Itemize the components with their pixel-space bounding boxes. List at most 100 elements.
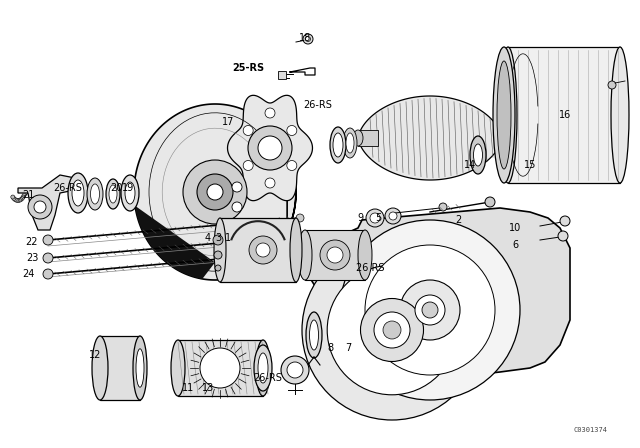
Circle shape — [20, 197, 24, 201]
Circle shape — [213, 235, 223, 245]
Text: 21: 21 — [22, 190, 34, 200]
Ellipse shape — [254, 345, 272, 391]
Text: 18: 18 — [299, 33, 311, 43]
Ellipse shape — [310, 320, 319, 350]
Text: 1: 1 — [225, 233, 231, 243]
Ellipse shape — [109, 185, 117, 203]
Ellipse shape — [343, 128, 357, 158]
Circle shape — [608, 81, 616, 89]
Ellipse shape — [353, 130, 363, 146]
Ellipse shape — [333, 133, 343, 157]
Bar — [508, 47, 620, 183]
Circle shape — [200, 348, 240, 388]
Circle shape — [327, 247, 343, 263]
Ellipse shape — [72, 180, 84, 206]
Circle shape — [22, 193, 26, 197]
Circle shape — [305, 36, 310, 42]
Polygon shape — [358, 96, 502, 180]
Circle shape — [400, 280, 460, 340]
Circle shape — [28, 195, 52, 219]
Circle shape — [303, 34, 313, 44]
Text: 19: 19 — [122, 183, 134, 193]
Text: 15: 15 — [524, 160, 536, 170]
Bar — [178, 340, 263, 396]
Circle shape — [265, 178, 275, 188]
Ellipse shape — [611, 47, 629, 183]
Ellipse shape — [106, 179, 120, 209]
Circle shape — [385, 208, 401, 224]
Text: 26-RS: 26-RS — [54, 183, 83, 193]
Circle shape — [256, 243, 270, 257]
Circle shape — [16, 198, 20, 202]
Circle shape — [366, 209, 384, 227]
Text: 4: 4 — [205, 233, 211, 243]
Text: 2: 2 — [455, 215, 461, 225]
Circle shape — [360, 298, 424, 362]
Polygon shape — [228, 95, 312, 201]
Circle shape — [560, 216, 570, 226]
Bar — [500, 132, 512, 144]
Circle shape — [370, 213, 380, 223]
Circle shape — [422, 302, 438, 318]
Text: 26 RS: 26 RS — [356, 263, 384, 273]
Text: 14: 14 — [464, 160, 476, 170]
Ellipse shape — [133, 336, 147, 400]
Text: 20: 20 — [110, 183, 122, 193]
Circle shape — [302, 240, 482, 420]
Circle shape — [21, 195, 25, 199]
Ellipse shape — [330, 127, 346, 163]
Circle shape — [232, 202, 242, 212]
Text: 10: 10 — [509, 223, 521, 233]
Text: 5: 5 — [375, 213, 381, 223]
Ellipse shape — [87, 178, 103, 210]
Circle shape — [207, 184, 223, 200]
Ellipse shape — [171, 340, 185, 396]
Circle shape — [287, 125, 297, 135]
Circle shape — [383, 321, 401, 339]
Bar — [278, 71, 286, 79]
Circle shape — [215, 265, 221, 271]
Circle shape — [214, 251, 222, 259]
Text: 24: 24 — [22, 269, 34, 279]
Circle shape — [11, 195, 15, 199]
Bar — [305, 230, 365, 280]
Ellipse shape — [125, 182, 135, 204]
Circle shape — [258, 136, 282, 160]
Circle shape — [265, 108, 275, 118]
Polygon shape — [308, 208, 570, 378]
Ellipse shape — [136, 349, 144, 387]
Ellipse shape — [90, 184, 99, 204]
Ellipse shape — [256, 340, 270, 396]
Ellipse shape — [306, 312, 322, 358]
Circle shape — [17, 198, 22, 202]
Circle shape — [34, 201, 46, 213]
Text: 11: 11 — [182, 383, 194, 393]
Circle shape — [197, 174, 233, 210]
Circle shape — [243, 160, 253, 171]
Circle shape — [320, 240, 350, 270]
Circle shape — [281, 356, 309, 384]
Circle shape — [15, 198, 19, 202]
Circle shape — [340, 220, 520, 400]
Circle shape — [243, 125, 253, 135]
Circle shape — [296, 232, 304, 240]
Circle shape — [232, 182, 242, 192]
Circle shape — [296, 248, 304, 256]
Text: 22: 22 — [26, 237, 38, 247]
Bar — [220, 218, 296, 282]
Ellipse shape — [298, 230, 312, 280]
Circle shape — [183, 160, 247, 224]
Ellipse shape — [92, 336, 108, 400]
Ellipse shape — [290, 218, 302, 282]
Circle shape — [558, 231, 568, 241]
Ellipse shape — [68, 173, 88, 213]
Ellipse shape — [358, 230, 372, 280]
Ellipse shape — [214, 218, 226, 282]
Circle shape — [374, 312, 410, 348]
Text: 26-RS: 26-RS — [253, 373, 282, 383]
Ellipse shape — [121, 175, 139, 211]
Ellipse shape — [470, 136, 486, 174]
Text: 23: 23 — [26, 253, 38, 263]
Circle shape — [248, 126, 292, 170]
Circle shape — [389, 212, 397, 220]
